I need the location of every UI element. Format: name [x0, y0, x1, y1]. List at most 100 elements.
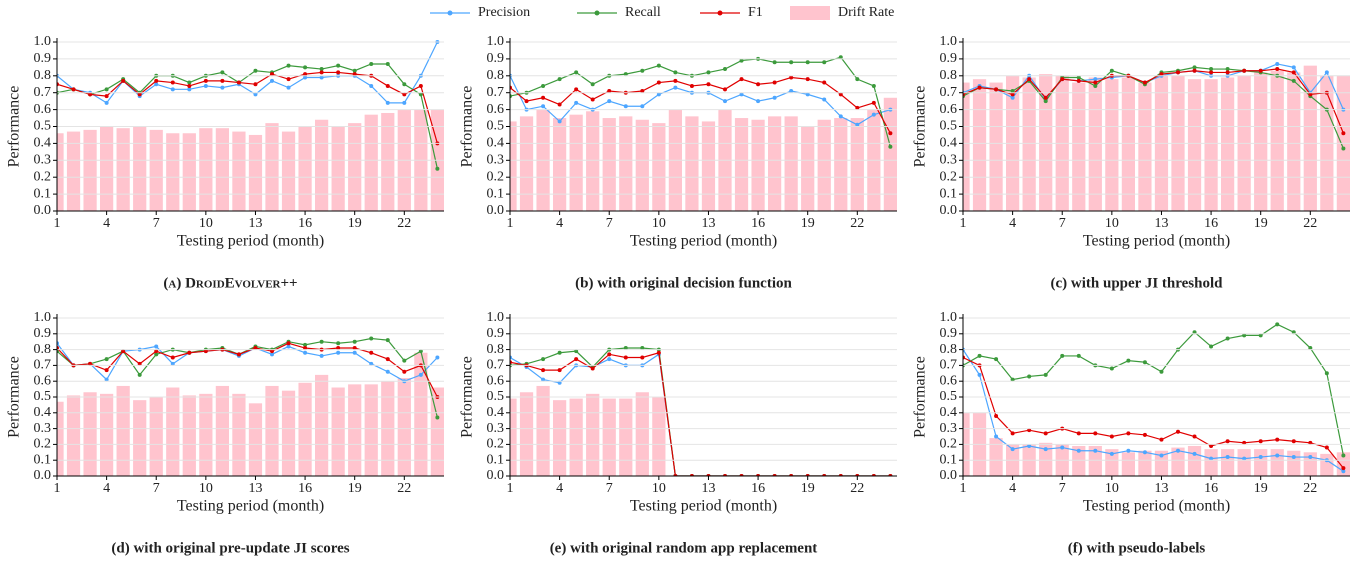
x-tick-label: 22 [850, 216, 864, 231]
y-tick-label: 0.9 [34, 326, 52, 341]
line [510, 75, 891, 126]
point [1109, 366, 1114, 371]
point [574, 87, 579, 92]
point [253, 82, 258, 87]
point [253, 92, 258, 97]
caption: (a) DroidEvolver++ [163, 275, 297, 291]
point [1291, 65, 1296, 70]
point [557, 77, 562, 82]
bar [1187, 445, 1202, 476]
y-tick-label: 0.3 [487, 153, 505, 168]
bar [116, 385, 130, 476]
x-tick-label: 10 [652, 481, 666, 496]
point [607, 352, 612, 357]
y-tick-label: 0.8 [34, 68, 52, 83]
bar [315, 119, 329, 211]
bar [100, 126, 114, 211]
bar [519, 392, 534, 476]
line [57, 342, 438, 398]
x-tick-label: 1 [507, 216, 514, 231]
point [1010, 377, 1015, 382]
point [1291, 70, 1296, 75]
x-tick-label: 22 [850, 481, 864, 496]
point [1225, 67, 1230, 72]
point [336, 350, 341, 355]
point [385, 369, 390, 374]
y-tick-label: 1.0 [487, 310, 505, 325]
point [369, 61, 374, 66]
point [1142, 450, 1147, 455]
point [336, 341, 341, 346]
point [838, 55, 843, 60]
y-tick-label: 0.5 [940, 389, 958, 404]
point [402, 82, 407, 87]
point [1192, 434, 1197, 439]
point [187, 83, 192, 88]
bar [817, 119, 831, 211]
bar [850, 118, 864, 211]
y-tick-label: 0.3 [487, 421, 505, 436]
point [418, 372, 423, 377]
point [1242, 440, 1247, 445]
point [385, 357, 390, 362]
y-tick-label: 0.8 [34, 342, 52, 357]
y-tick-label: 0.6 [487, 102, 505, 117]
x-tick-label: 22 [397, 481, 411, 496]
x-tick-label: 19 [801, 481, 815, 496]
point [1142, 80, 1147, 85]
point [1076, 448, 1081, 453]
point [203, 78, 208, 83]
bar [199, 393, 213, 476]
point [772, 80, 777, 85]
point [1010, 95, 1015, 100]
x-axis-label: Testing period (month) [1083, 233, 1230, 250]
point [1192, 68, 1197, 73]
bar [602, 118, 616, 211]
point [1093, 448, 1098, 453]
point [303, 350, 308, 355]
point [1225, 455, 1230, 460]
point [352, 72, 357, 77]
x-tick-label: 22 [1303, 216, 1317, 231]
point [590, 82, 595, 87]
point [1275, 322, 1280, 327]
point [623, 346, 628, 351]
point [789, 75, 794, 80]
point [270, 78, 274, 83]
point [1341, 469, 1346, 474]
bar [536, 385, 550, 476]
bar [199, 128, 213, 211]
point [369, 336, 374, 341]
bar [83, 129, 97, 211]
point [541, 95, 546, 100]
point [121, 78, 126, 83]
point [286, 341, 291, 346]
bar [602, 398, 616, 476]
point [640, 346, 645, 351]
point [994, 434, 999, 439]
x-tick-label: 7 [606, 216, 613, 231]
bar [265, 123, 279, 211]
point [1159, 72, 1164, 77]
bar [768, 116, 782, 211]
bar [232, 131, 246, 211]
point [385, 61, 390, 66]
x-tick-label: 4 [1009, 216, 1016, 231]
point [1126, 448, 1131, 453]
point [1176, 448, 1180, 453]
caption: (c) with upper JI threshold [1051, 275, 1224, 291]
point [977, 353, 982, 358]
bar [1022, 77, 1036, 211]
point [805, 92, 810, 97]
point [1043, 99, 1048, 104]
point [1010, 431, 1015, 436]
bar [1336, 452, 1350, 476]
y-axis-label: Performance [912, 356, 929, 438]
point [1341, 453, 1346, 458]
y-tick-label: 1.0 [34, 310, 52, 325]
point [220, 70, 225, 75]
point [220, 85, 225, 90]
point [154, 349, 159, 354]
point [303, 342, 308, 347]
point [1291, 455, 1296, 460]
